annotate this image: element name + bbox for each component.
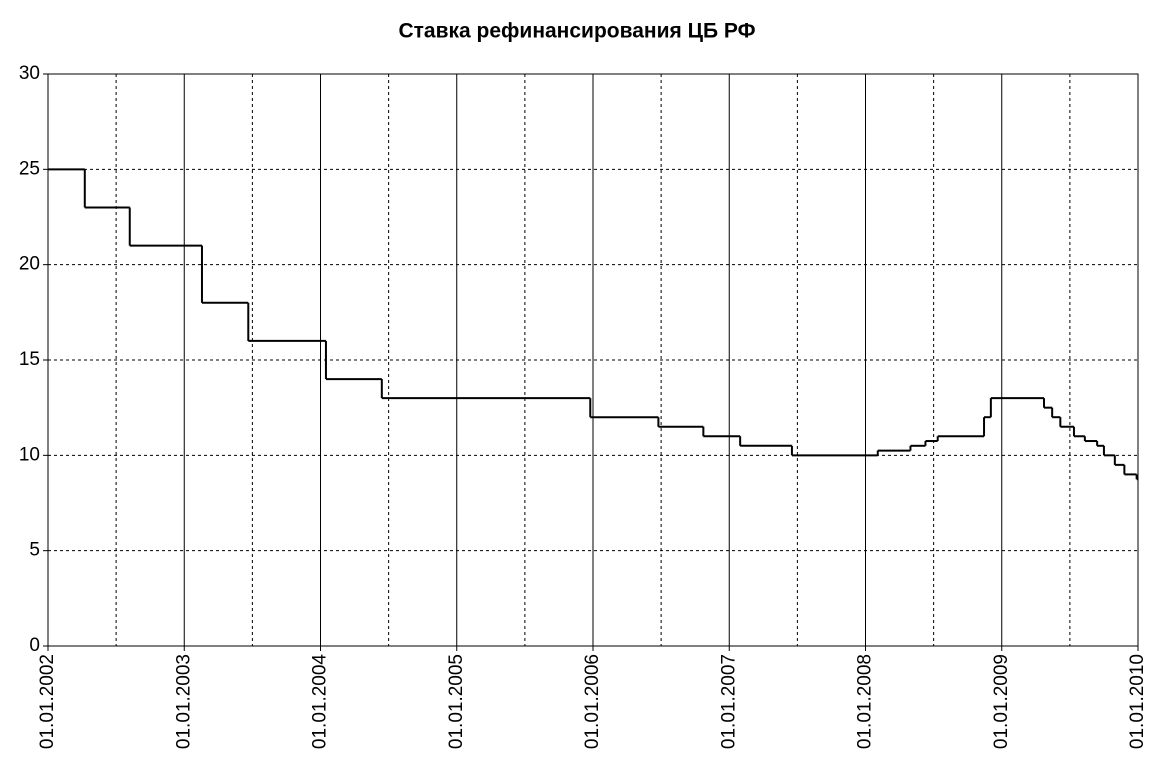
x-tick-label: 01.01.2006 xyxy=(582,654,603,749)
x-tick-label: 01.01.2007 xyxy=(718,654,739,749)
chart-title: Ставка рефинансирования ЦБ РФ xyxy=(398,20,755,43)
x-tick-label: 01.01.2009 xyxy=(991,654,1012,749)
y-tick-label: 5 xyxy=(29,540,40,561)
x-tick-label: 01.01.2010 xyxy=(1127,654,1148,749)
x-tick-label: 01.01.2005 xyxy=(446,654,467,749)
y-tick-label: 25 xyxy=(19,158,40,179)
y-tick-label: 30 xyxy=(19,63,40,84)
y-tick-label: 15 xyxy=(19,349,40,370)
y-tick-label: 10 xyxy=(19,444,40,465)
y-tick-label: 20 xyxy=(19,254,40,275)
plot-border xyxy=(47,73,1139,647)
y-tick-label: 0 xyxy=(29,635,40,656)
x-tick-label: 01.01.2008 xyxy=(855,654,876,749)
x-tick-label: 01.01.2004 xyxy=(310,654,331,750)
x-tick-label: 01.01.2002 xyxy=(37,654,58,749)
x-tick-label: 01.01.2003 xyxy=(173,654,194,749)
